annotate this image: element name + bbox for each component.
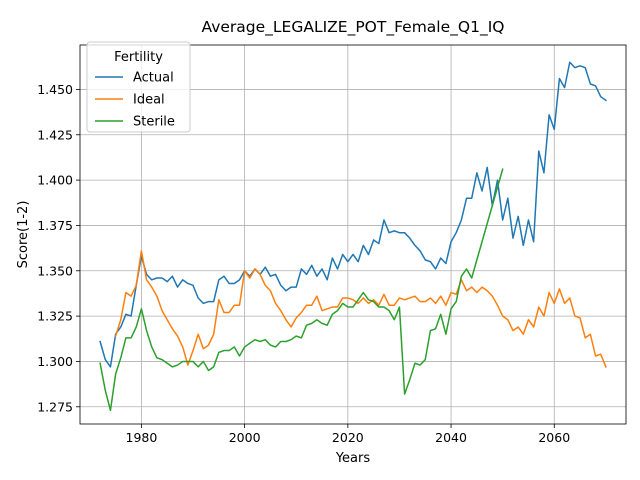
- legend-label-sterile: Sterile: [133, 115, 175, 130]
- x-tick-label: 2000: [229, 430, 261, 445]
- legend-label-ideal: Ideal: [133, 93, 165, 108]
- series-lines: [99, 61, 607, 412]
- series-line-actual: [99, 61, 607, 368]
- x-axis-label: Years: [335, 451, 371, 466]
- plot-frame: [79, 44, 627, 425]
- y-tick-label: 1.375: [37, 218, 73, 233]
- legend: Fertility Actual Ideal Sterile: [86, 41, 191, 133]
- y-tick-label: 1.350: [37, 263, 73, 278]
- y-axis-label: Score(1-2): [16, 201, 31, 269]
- legend-entries: Actual Ideal Sterile: [95, 71, 175, 130]
- legend-box: [86, 41, 191, 133]
- chart-title: Average_LEGALIZE_POT_Female_Q1_IQ: [202, 18, 505, 37]
- y-tick-label: 1.400: [37, 173, 73, 188]
- x-tick-label: 2060: [538, 430, 570, 445]
- legend-title: Fertility: [114, 50, 163, 65]
- x-tick-label: 2040: [435, 430, 467, 445]
- x-tick-label: 2020: [332, 430, 364, 445]
- y-tick-label: 1.450: [37, 82, 73, 97]
- y-tick-label: 1.325: [37, 309, 73, 324]
- y-tick-label: 1.425: [37, 127, 73, 142]
- series-line-sterile: [99, 168, 504, 412]
- x-tick-label: 1980: [126, 430, 158, 445]
- y-tick-label: 1.300: [37, 354, 73, 369]
- legend-label-actual: Actual: [133, 71, 174, 86]
- series-line-ideal: [114, 250, 607, 368]
- axis-ticks: 1980 2000 2020 2040 2060 1.275 1.300 1.325 1.350…: [37, 82, 570, 445]
- y-tick-label: 1.275: [37, 399, 73, 414]
